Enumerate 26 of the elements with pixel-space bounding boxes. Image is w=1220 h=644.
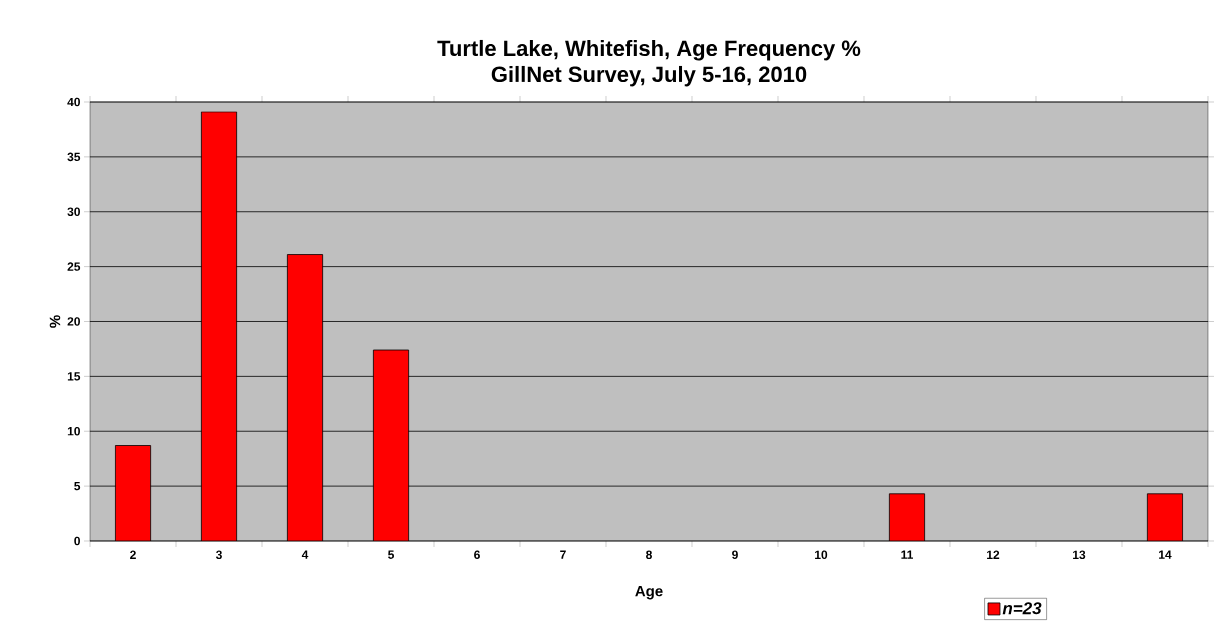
x-tick-label: 14 [1159, 550, 1172, 559]
y-tick-label: 20 [67, 317, 80, 326]
y-tick-label: 40 [67, 97, 80, 107]
x-axis-title: Age [635, 585, 663, 600]
x-tick-label: 6 [474, 550, 480, 560]
x-tick-label: 5 [388, 550, 394, 559]
x-tick-label: 11 [901, 550, 913, 559]
x-tick-label: 13 [1073, 550, 1086, 560]
x-tick-label: 4 [301, 550, 309, 559]
y-tick-label: 10 [67, 426, 80, 436]
x-tick-label: 2 [130, 550, 136, 559]
x-tick-label: 10 [815, 550, 828, 560]
y-tick-label: 15 [67, 372, 81, 381]
y-tick-label: 25 [67, 262, 81, 271]
x-tick-label: 8 [646, 550, 652, 560]
x-tick-label: 12 [987, 550, 1000, 559]
y-tick-label: 5 [74, 481, 81, 491]
chart-title: Turtle Lake, Whitefish, Age Frequency % GillNet Survey, July 5-16, 2010 [437, 39, 861, 87]
x-tick-label: 7 [560, 550, 566, 559]
x-tick-label: 3 [215, 550, 222, 560]
y-tick-label: 30 [67, 207, 80, 216]
x-tick-label: 9 [732, 550, 738, 560]
y-axis-title: % [49, 315, 61, 328]
y-tick-label: 0 [74, 536, 80, 546]
y-tick-label: 35 [67, 152, 81, 162]
legend-label: n=23 [1002, 602, 1042, 615]
